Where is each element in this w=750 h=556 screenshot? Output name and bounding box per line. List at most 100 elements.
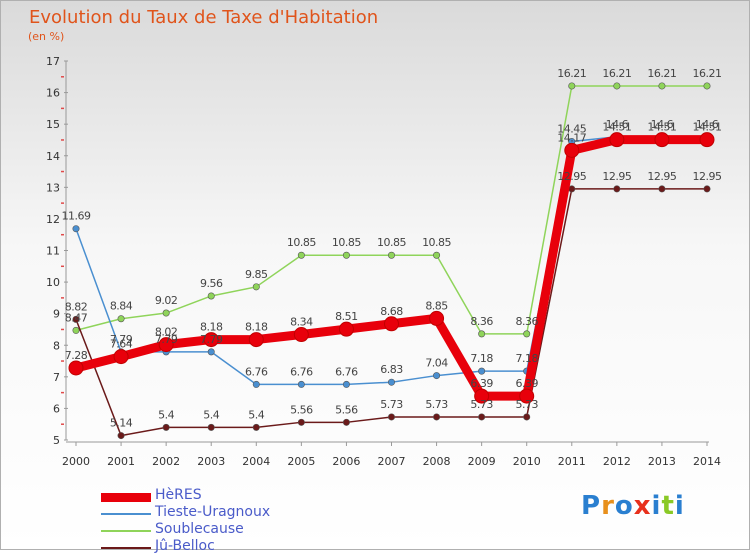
data-label: 5.73: [425, 398, 448, 411]
data-label: 10.85: [332, 236, 361, 249]
data-label: 9.85: [245, 268, 268, 281]
data-label: 8.68: [380, 305, 403, 318]
data-point: [293, 327, 309, 343]
data-point: [387, 413, 395, 421]
data-point: [658, 185, 666, 193]
data-point: [384, 316, 399, 332]
legend-label: Jû-Belloc: [155, 538, 215, 554]
data-label: 6.39: [515, 377, 538, 390]
x-tick-label: 2004: [242, 455, 270, 468]
data-label: 16.21: [602, 67, 631, 80]
data-point: [207, 292, 215, 300]
data-point: [252, 283, 260, 291]
data-point: [342, 380, 350, 388]
x-tick-label: 2007: [378, 455, 406, 468]
data-point: [342, 251, 350, 259]
legend-label: Soublecause: [155, 521, 244, 537]
logo-letter: i: [674, 491, 685, 521]
data-point: [207, 423, 215, 431]
data-point: [699, 132, 715, 148]
data-point: [478, 367, 486, 375]
data-label: 8.34: [290, 316, 313, 329]
data-point: [474, 388, 490, 404]
data-label: 7.64: [110, 338, 133, 351]
data-point: [703, 185, 711, 193]
data-point: [433, 372, 441, 380]
data-point: [519, 388, 535, 404]
data-point: [433, 251, 441, 259]
data-label: 14.6: [651, 118, 674, 131]
chart-title: Evolution du Taux de Taxe d'Habitation: [29, 7, 379, 28]
data-label: 10.85: [377, 236, 406, 249]
logo-letter: t: [661, 491, 675, 521]
data-point: [609, 132, 625, 148]
data-point: [117, 315, 125, 323]
x-tick-label: 2001: [107, 455, 135, 468]
x-tick-label: 2008: [423, 455, 451, 468]
logo-letter: P: [581, 491, 602, 521]
series-0: [68, 132, 715, 404]
chart-unit: (en %): [28, 30, 65, 43]
logo-letter: o: [614, 491, 634, 521]
data-point: [72, 326, 80, 334]
data-label: 14.6: [606, 118, 629, 131]
data-point: [429, 310, 445, 326]
series-2: [72, 82, 711, 338]
data-point: [203, 332, 219, 348]
data-label: 8.51: [335, 310, 358, 323]
data-point: [72, 315, 80, 323]
x-tick-label: 2002: [152, 455, 180, 468]
x-tick-label: 2009: [468, 455, 496, 468]
data-label: 5.73: [380, 398, 403, 411]
data-point: [613, 82, 621, 90]
data-label: 12.95: [557, 170, 586, 183]
data-label: 5.56: [290, 403, 313, 416]
data-point: [703, 82, 711, 90]
data-label: 12.95: [602, 170, 631, 183]
data-label: 5.14: [110, 417, 133, 430]
data-label: 6.83: [380, 363, 403, 376]
y-tick-label: 7: [53, 371, 60, 384]
data-label: 7.79: [155, 333, 178, 346]
data-label: 8.36: [515, 315, 538, 328]
data-label: 8.18: [245, 321, 268, 334]
data-point: [252, 380, 260, 388]
data-label: 7.18: [470, 352, 493, 365]
data-point: [297, 418, 305, 426]
logo-letter: x: [633, 491, 652, 521]
data-point: [162, 423, 170, 431]
y-tick-label: 11: [46, 245, 60, 258]
data-label: 8.18: [200, 321, 223, 334]
data-label: 11.69: [62, 210, 91, 223]
y-tick-label: 14: [46, 150, 60, 163]
x-tick-label: 2011: [558, 455, 586, 468]
y-tick-label: 9: [53, 308, 60, 321]
data-point: [478, 413, 486, 421]
data-point: [523, 413, 531, 421]
data-label: 14.45: [557, 123, 586, 136]
data-point: [297, 380, 305, 388]
x-tick-label: 2000: [62, 455, 90, 468]
data-label: 5.4: [158, 408, 174, 421]
data-label: 14.17: [557, 131, 586, 144]
data-point: [342, 418, 350, 426]
x-tick-label: 2006: [332, 455, 360, 468]
data-label: 12.95: [647, 170, 676, 183]
data-label: 6.76: [290, 365, 313, 378]
series-3: [72, 185, 711, 440]
data-label: 7.79: [110, 333, 133, 346]
data-label: 14.51: [602, 121, 631, 134]
legend-swatch: [101, 530, 151, 532]
data-point: [387, 251, 395, 259]
data-label: 5.73: [470, 398, 493, 411]
data-label: 8.82: [65, 300, 88, 313]
data-label: 6.76: [245, 365, 268, 378]
data-label: 7.28: [65, 349, 88, 362]
x-tick-label: 2012: [603, 455, 631, 468]
data-label: 8.84: [110, 300, 133, 313]
data-label: 6.39: [470, 377, 493, 390]
data-label: 9.02: [155, 294, 178, 307]
legend-label: Tieste-Uragnoux: [155, 504, 271, 520]
data-point: [117, 432, 125, 440]
x-tick-label: 2013: [648, 455, 676, 468]
